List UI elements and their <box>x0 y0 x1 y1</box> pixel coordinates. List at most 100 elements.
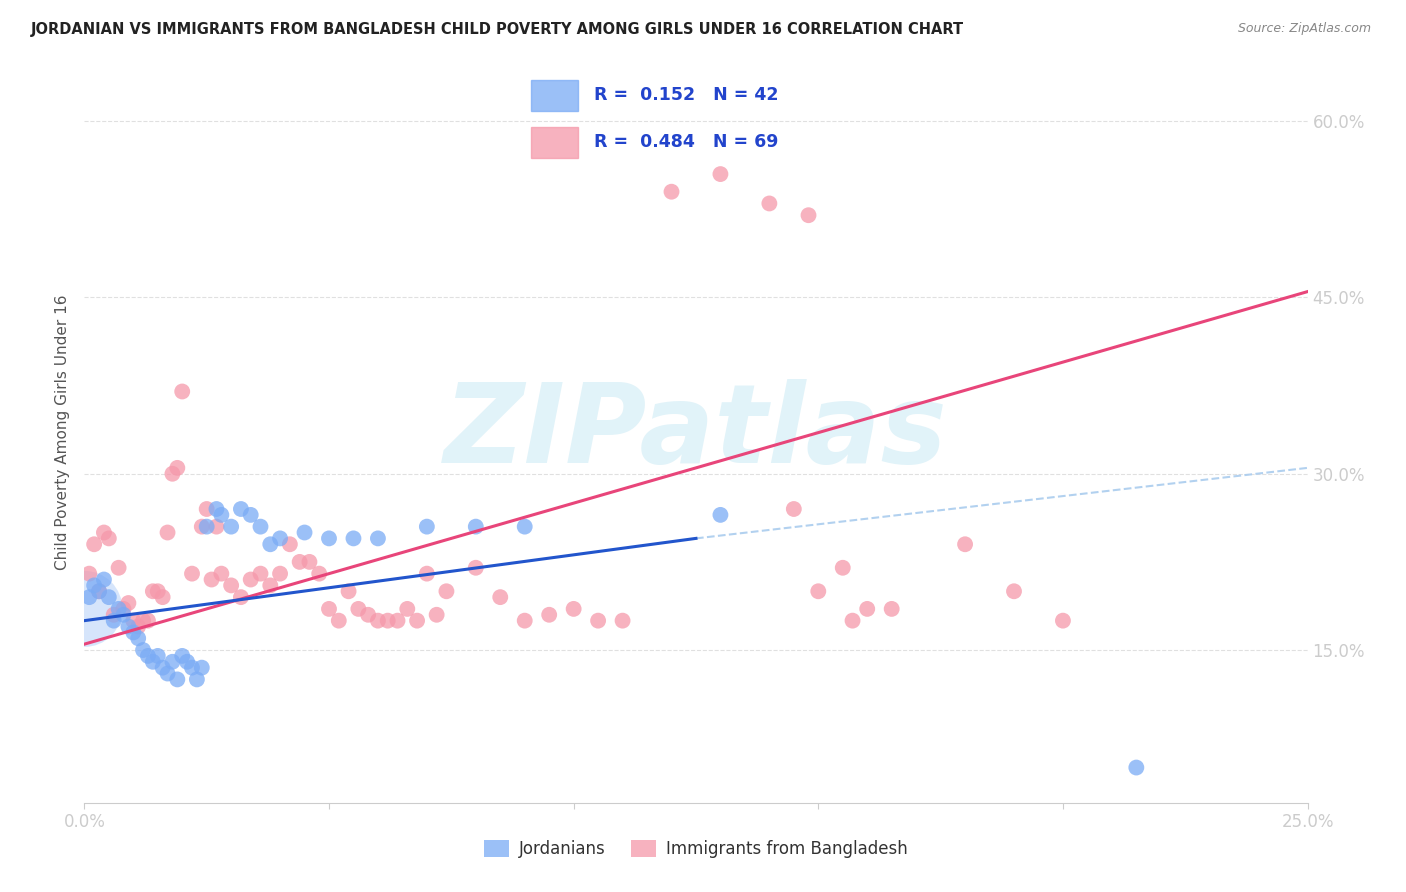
Point <box>342 532 364 546</box>
Point <box>87 584 110 599</box>
Point <box>77 566 100 581</box>
Point <box>142 584 165 599</box>
Point <box>229 590 252 604</box>
Point <box>83 537 105 551</box>
Point <box>367 614 389 628</box>
Point <box>112 607 135 622</box>
Point <box>219 578 242 592</box>
Point <box>166 673 188 687</box>
Point <box>136 648 159 663</box>
Point <box>127 632 149 646</box>
Point <box>308 566 330 581</box>
Point <box>513 614 536 628</box>
Point <box>406 614 429 628</box>
Point <box>107 561 129 575</box>
Point <box>195 502 218 516</box>
Point <box>278 537 301 551</box>
Point <box>337 584 360 599</box>
Point <box>489 590 512 604</box>
Point <box>73 602 96 616</box>
Point <box>807 584 830 599</box>
Point <box>181 566 204 581</box>
Point <box>396 602 419 616</box>
Point <box>259 578 281 592</box>
Point <box>797 208 820 222</box>
Point <box>122 614 145 628</box>
Point <box>436 584 458 599</box>
Point <box>377 614 399 628</box>
Point <box>103 607 125 622</box>
Point <box>142 655 165 669</box>
Point <box>538 607 561 622</box>
Point <box>249 519 271 533</box>
Legend: Jordanians, Immigrants from Bangladesh: Jordanians, Immigrants from Bangladesh <box>478 833 914 865</box>
Point <box>328 614 350 628</box>
Point <box>294 525 316 540</box>
Point <box>416 519 439 533</box>
Point <box>107 602 129 616</box>
Point <box>195 519 218 533</box>
Point <box>146 648 169 663</box>
Point <box>181 660 204 674</box>
Point <box>176 655 198 669</box>
Point <box>586 614 609 628</box>
Point <box>259 537 281 551</box>
Point <box>172 648 194 663</box>
Point <box>87 584 110 599</box>
Point <box>856 602 879 616</box>
Point <box>612 614 634 628</box>
Point <box>219 519 242 533</box>
Point <box>93 573 115 587</box>
Bar <box>531 127 578 158</box>
Point <box>269 532 291 546</box>
Point <box>191 519 214 533</box>
Point <box>347 602 370 616</box>
Point <box>298 555 321 569</box>
Point <box>136 614 159 628</box>
Point <box>209 566 232 581</box>
Point <box>357 607 380 622</box>
Point <box>249 566 271 581</box>
Point <box>239 508 262 522</box>
Point <box>661 185 683 199</box>
Point <box>1002 584 1025 599</box>
Text: R =  0.152   N = 42: R = 0.152 N = 42 <box>595 87 779 104</box>
Point <box>93 525 115 540</box>
Point <box>97 532 120 546</box>
Point <box>1052 614 1074 628</box>
Point <box>205 519 228 533</box>
Point <box>97 590 120 604</box>
Point <box>387 614 409 628</box>
Point <box>464 561 486 575</box>
Point <box>117 619 139 633</box>
Point <box>464 519 486 533</box>
Point <box>205 502 228 516</box>
Point <box>269 566 291 581</box>
Point <box>709 167 731 181</box>
Point <box>783 502 806 516</box>
Point <box>117 596 139 610</box>
Point <box>709 508 731 522</box>
Point <box>127 619 149 633</box>
Point <box>112 602 135 616</box>
Point <box>166 461 188 475</box>
Text: Source: ZipAtlas.com: Source: ZipAtlas.com <box>1237 22 1371 36</box>
Point <box>162 655 184 669</box>
Point <box>229 502 252 516</box>
Y-axis label: Child Poverty Among Girls Under 16: Child Poverty Among Girls Under 16 <box>55 295 70 570</box>
Text: ZIPatlas: ZIPatlas <box>444 379 948 486</box>
Point <box>562 602 585 616</box>
Bar <box>531 79 578 111</box>
Point <box>77 590 100 604</box>
Point <box>831 561 853 575</box>
Point <box>416 566 439 581</box>
Point <box>318 532 340 546</box>
Point <box>318 602 340 616</box>
Point <box>103 614 125 628</box>
Point <box>83 578 105 592</box>
Point <box>426 607 449 622</box>
Point <box>172 384 194 399</box>
Point <box>513 519 536 533</box>
Point <box>239 573 262 587</box>
Point <box>152 590 174 604</box>
